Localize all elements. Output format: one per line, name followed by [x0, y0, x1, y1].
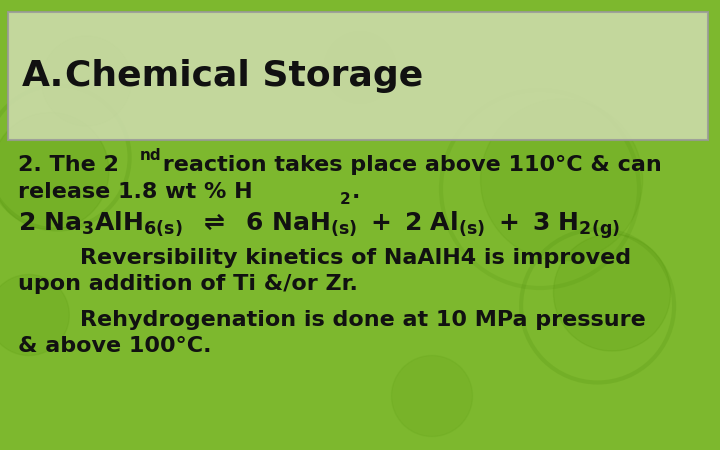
Text: 2: 2	[340, 193, 351, 207]
Circle shape	[0, 274, 69, 356]
Circle shape	[0, 112, 109, 230]
Text: Rehydrogenation is done at 10 MPa pressure: Rehydrogenation is done at 10 MPa pressu…	[18, 310, 646, 330]
Text: release 1.8 wt % H: release 1.8 wt % H	[18, 182, 253, 202]
Circle shape	[392, 356, 472, 436]
Text: Reversibility kinetics of NaAlH4 is improved: Reversibility kinetics of NaAlH4 is impr…	[18, 248, 631, 268]
Text: upon addition of Ti &/or Zr.: upon addition of Ti &/or Zr.	[18, 274, 358, 294]
Circle shape	[481, 99, 643, 261]
Circle shape	[324, 32, 396, 104]
Text: .: .	[352, 182, 361, 202]
Text: & above 100°C.: & above 100°C.	[18, 336, 212, 356]
Text: nd: nd	[140, 148, 161, 162]
Circle shape	[554, 234, 670, 351]
Circle shape	[41, 36, 131, 126]
Text: 2. The 2: 2. The 2	[18, 155, 119, 175]
Text: reaction takes place above 110°C & can: reaction takes place above 110°C & can	[155, 155, 662, 175]
Text: A.: A.	[22, 59, 64, 93]
FancyBboxPatch shape	[8, 12, 708, 140]
Text: $\mathbf{2\ Na_3AlH_{6(s)}\ \ \rightleftharpoons\ \ 6\ NaH_{(s)}\ +\ 2\ Al_{(s)}: $\mathbf{2\ Na_3AlH_{6(s)}\ \ \rightleft…	[18, 209, 620, 241]
Text: Chemical Storage: Chemical Storage	[65, 59, 423, 93]
